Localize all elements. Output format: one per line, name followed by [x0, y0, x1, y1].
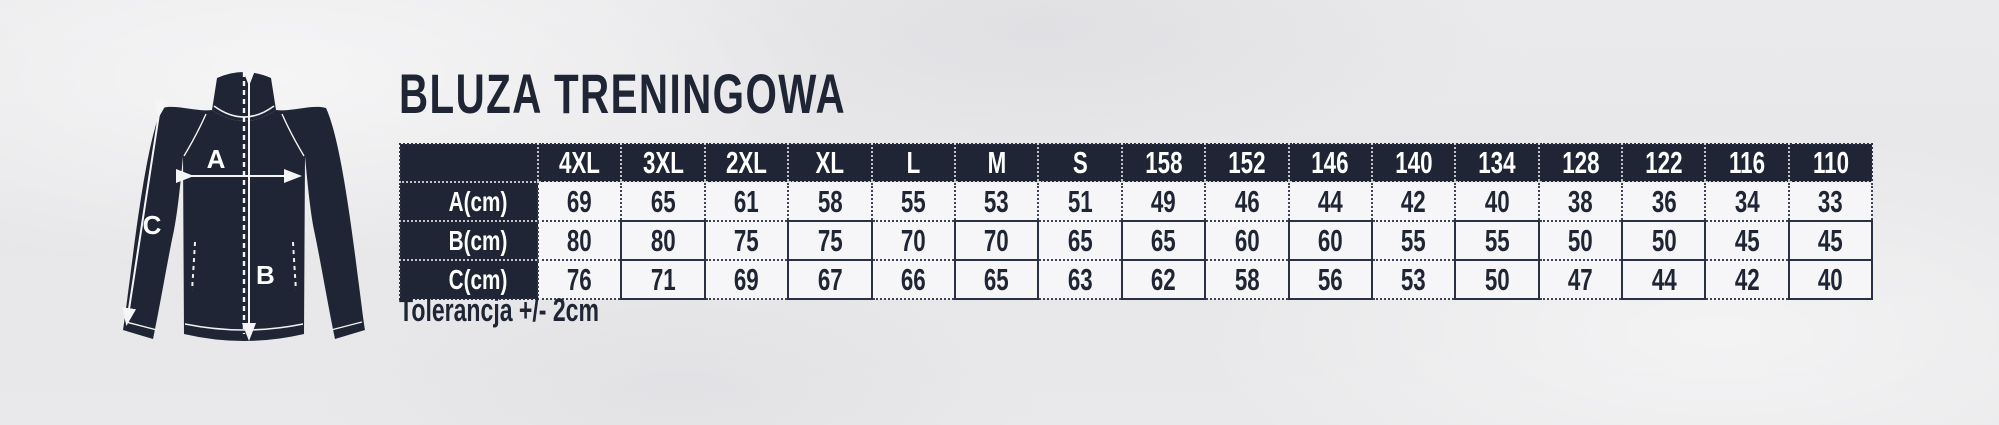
- measurement-arrow-c: [122, 99, 169, 326]
- table-cell: 71: [620, 259, 706, 300]
- table-cell: 53: [953, 181, 1040, 222]
- table-cell: 49: [1120, 181, 1207, 222]
- size-header-row: 4XL 3XL 2XL XL L M S 158 152 146 140 134…: [400, 144, 1873, 183]
- table-cell: 44: [1287, 181, 1373, 222]
- table-cell: 44: [1621, 259, 1707, 300]
- table-cell: 45: [1704, 220, 1790, 261]
- size-column-header: 152: [1204, 144, 1289, 183]
- measurement-label-b: B: [256, 260, 275, 290]
- size-column-header: 110: [1787, 144, 1873, 183]
- table-cell: 51: [1037, 181, 1123, 222]
- left-pocket-stitch: [191, 241, 196, 291]
- table-cell: 50: [1537, 220, 1624, 261]
- jacket-measurement-diagram: A B C: [122, 68, 365, 341]
- tolerance-note: Tolerancja +/- 2cm: [399, 294, 677, 326]
- size-column-header: 4XL: [536, 144, 622, 183]
- table-cell: 40: [1454, 181, 1540, 222]
- measurement-row-b: B(cm) 80 80 75 75 70 70 65 65 60 60 55 5…: [400, 220, 1874, 261]
- table-cell: 69: [536, 181, 623, 222]
- table-cell: 66: [870, 259, 956, 300]
- table-cell: 58: [1204, 259, 1290, 300]
- row-label-a: A(cm): [400, 181, 538, 221]
- size-column-header: 134: [1454, 144, 1539, 183]
- table-cell: 50: [1621, 220, 1707, 261]
- table-cell: 36: [1621, 181, 1707, 222]
- table-cell: 60: [1287, 220, 1373, 261]
- measurement-label-c: C: [143, 210, 162, 240]
- table-cell: 80: [620, 220, 706, 261]
- table-cell: 63: [1037, 259, 1123, 300]
- size-column-header: 140: [1370, 144, 1456, 183]
- table-cell: 33: [1787, 181, 1874, 222]
- size-column-header: M: [953, 144, 1039, 183]
- left-raglan-seam: [183, 113, 207, 157]
- size-column-header: 116: [1704, 144, 1789, 183]
- page-title-text: BLUZA TRENINGOWA: [399, 62, 847, 125]
- measurement-row-c: C(cm) 76 71 69 67 66 65 63 62 58 56 53 5…: [400, 259, 1874, 300]
- right-raglan-seam: [281, 113, 305, 157]
- jacket-collar-shape: [212, 72, 276, 121]
- table-cell: 80: [536, 220, 623, 261]
- table-cell: 70: [953, 220, 1040, 261]
- table-cell: 58: [787, 181, 873, 222]
- table-cell: 42: [1704, 259, 1790, 300]
- measurement-row-a: A(cm) 69 65 61 58 55 53 51 49 46 44 42 4…: [400, 181, 1874, 222]
- table-cell: 47: [1537, 259, 1624, 300]
- size-column-header: 128: [1537, 144, 1623, 183]
- measurement-label-a: A: [207, 144, 226, 174]
- right-pocket-stitch: [292, 241, 297, 291]
- table-cell: 45: [1787, 220, 1874, 261]
- table-cell: 56: [1287, 259, 1373, 300]
- table-cell: 55: [870, 181, 956, 222]
- table-cell: 75: [703, 220, 790, 261]
- table-cell: 75: [787, 220, 873, 261]
- row-label-c: C(cm): [400, 259, 538, 299]
- size-column-header: 3XL: [620, 144, 705, 183]
- row-label-b: B(cm): [400, 220, 538, 260]
- table-cell: 34: [1704, 181, 1790, 222]
- size-column-header: 146: [1287, 144, 1372, 183]
- size-column-header: 2XL: [703, 144, 789, 183]
- table-cell: 50: [1454, 259, 1540, 300]
- size-column-header: 122: [1621, 144, 1706, 183]
- page-title: BLUZA TRENINGOWA: [399, 66, 1020, 122]
- size-column-header: 158: [1120, 144, 1206, 183]
- table-cell: 65: [1037, 220, 1123, 261]
- size-table: 4XL 3XL 2XL XL L M S 158 152 146 140 134…: [399, 143, 1874, 300]
- table-cell: 55: [1454, 220, 1540, 261]
- table-cell: 60: [1204, 220, 1290, 261]
- table-cell: 76: [536, 259, 623, 300]
- right-cuff-line: [330, 321, 363, 331]
- table-cell: 62: [1120, 259, 1207, 300]
- table-cell: 40: [1787, 259, 1874, 300]
- table-cell: 65: [1120, 220, 1207, 261]
- tolerance-note-text: Tolerancja +/- 2cm: [399, 292, 599, 328]
- table-cell: 46: [1204, 181, 1290, 222]
- table-cell: 61: [703, 181, 790, 222]
- table-corner-cell: [400, 144, 538, 183]
- table-cell: 38: [1537, 181, 1624, 222]
- table-cell: 65: [953, 259, 1040, 300]
- size-column-header: L: [870, 144, 955, 183]
- table-cell: 69: [703, 259, 790, 300]
- table-cell: 65: [620, 181, 706, 222]
- table-cell: 70: [870, 220, 956, 261]
- table-cell: 53: [1370, 259, 1457, 300]
- size-column-header: S: [1037, 144, 1122, 183]
- table-cell: 55: [1370, 220, 1457, 261]
- size-column-header: XL: [787, 144, 872, 183]
- table-cell: 42: [1370, 181, 1457, 222]
- table-cell: 67: [787, 259, 873, 300]
- size-table-wrap: 4XL 3XL 2XL XL L M S 158 152 146 140 134…: [399, 143, 1874, 300]
